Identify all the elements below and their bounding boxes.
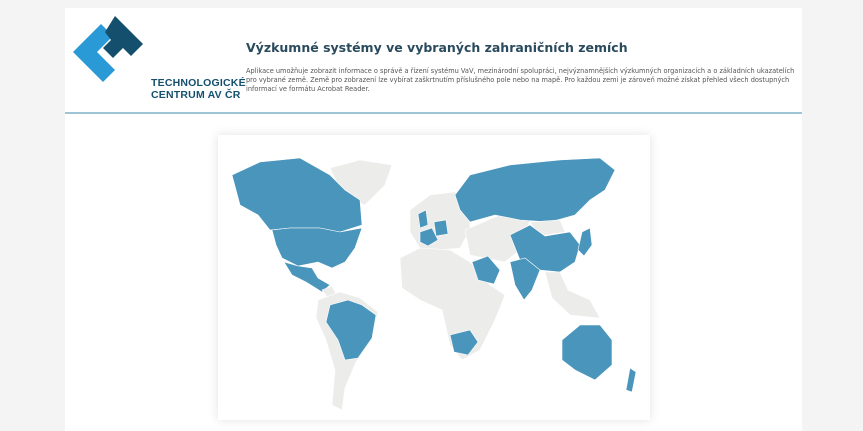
- country-usa[interactable]: [271, 227, 363, 269]
- logo-text: TECHNOLOGICKÉ CENTRUM AV ČR: [151, 77, 246, 101]
- country-uk[interactable]: [417, 209, 429, 229]
- page-description: Aplikace umožňuje zobrazit informace o s…: [246, 67, 795, 93]
- country-new-zealand[interactable]: [625, 367, 637, 393]
- header-divider: [65, 112, 802, 114]
- country-saudi-arabia[interactable]: [471, 255, 501, 285]
- page: TECHNOLOGICKÉ CENTRUM AV ČR Výzkumné sys…: [65, 8, 802, 431]
- country-brazil[interactable]: [325, 299, 377, 361]
- country-south-africa[interactable]: [449, 329, 479, 356]
- country-india[interactable]: [509, 257, 541, 301]
- page-title: Výzkumné systémy ve vybraných zahraniční…: [246, 40, 628, 55]
- logo-mark-icon: [73, 16, 143, 82]
- country-mexico[interactable]: [283, 261, 331, 293]
- country-germany[interactable]: [433, 219, 449, 237]
- world-map[interactable]: [218, 135, 650, 420]
- logo-line-1: TECHNOLOGICKÉ: [151, 77, 246, 89]
- country-japan[interactable]: [577, 227, 593, 257]
- country-russia[interactable]: [454, 157, 616, 223]
- country-france[interactable]: [419, 227, 439, 247]
- logo[interactable]: TECHNOLOGICKÉ CENTRUM AV ČR: [73, 16, 246, 106]
- country-australia[interactable]: [561, 324, 613, 381]
- southeast-asia[interactable]: [544, 271, 601, 319]
- logo-line-2: CENTRUM AV ČR: [151, 89, 241, 101]
